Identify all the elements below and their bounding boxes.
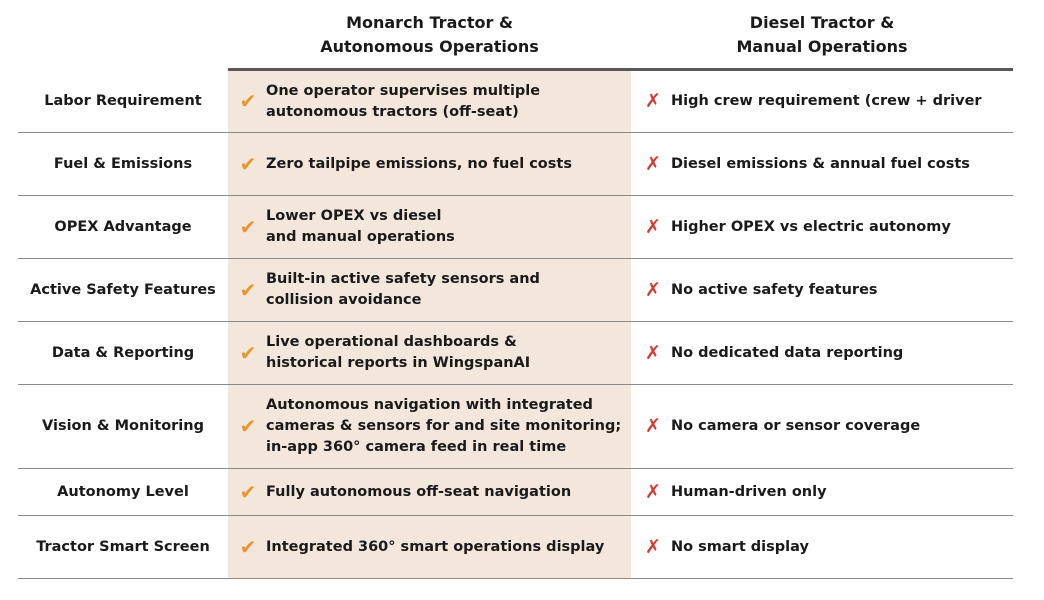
monarch-text: Live operational dashboards & historical… <box>264 332 530 374</box>
diesel-text: No active safety features <box>671 281 878 298</box>
cross-icon: ✗ <box>645 415 661 437</box>
monarch-cell: ✔ Zero tailpipe emissions, no fuel costs <box>228 133 631 195</box>
check-icon: ✔ <box>239 414 257 438</box>
diesel-header-line2: Manual Operations <box>736 37 908 56</box>
check-icon: ✔ <box>239 214 257 239</box>
table-row: OPEX Advantage ✔ Lower OPEX vs diesel an… <box>18 196 1013 259</box>
monarch-text: Autonomous navigation with integrated ca… <box>264 395 621 458</box>
diesel-text: Higher OPEX vs electric autonomy <box>671 218 951 235</box>
table-row: Vision & Monitoring ✔ Autonomous navigat… <box>18 385 1013 469</box>
text-line: Fully autonomous off-seat navigation <box>266 483 572 500</box>
diesel-text: No smart display <box>671 538 809 555</box>
cross-icon: ✗ <box>645 215 661 238</box>
row-label: OPEX Advantage <box>54 218 192 235</box>
text-line: Built-in active safety sensors and <box>266 271 540 287</box>
monarch-text: Built-in active safety sensors and colli… <box>264 269 540 311</box>
text-line: in-app 360° camera feed in real time <box>266 439 567 455</box>
table-row: Tractor Smart Screen ✔ Integrated 360° s… <box>18 516 1013 579</box>
diesel-text: No dedicated data reporting <box>671 344 904 361</box>
text-line: and manual operations <box>266 229 455 245</box>
row-label: Autonomy Level <box>57 483 189 500</box>
text-line: Live operational dashboards & <box>266 334 517 350</box>
diesel-text: Human-driven only <box>671 483 827 500</box>
monarch-text: Integrated 360° smart operations display <box>264 537 604 558</box>
diesel-cell: ✗ Higher OPEX vs electric autonomy <box>631 196 1013 258</box>
text-line: autonomous tractors (off-seat) <box>266 103 519 120</box>
text-line: cameras & sensors for and site monitorin… <box>266 418 622 434</box>
text-line: Autonomous navigation with integrated <box>266 397 593 413</box>
cross-icon: ✗ <box>645 152 661 175</box>
monarch-cell: ✔ Built-in active safety sensors and col… <box>228 259 631 321</box>
monarch-cell: ✔ Fully autonomous off-seat navigation <box>228 469 631 515</box>
table-row: Data & Reporting ✔ Live operational dash… <box>18 322 1013 385</box>
diesel-text: Diesel emissions & annual fuel costs <box>671 155 970 172</box>
monarch-cell: ✔ One operator supervises multiple auton… <box>228 71 631 132</box>
text-line: collision avoidance <box>266 292 422 308</box>
cross-icon: ✗ <box>645 341 661 364</box>
diesel-cell: ✗ Diesel emissions & annual fuel costs <box>631 133 1013 195</box>
monarch-text: Fully autonomous off-seat navigation <box>264 482 571 503</box>
monarch-column-header: Monarch Tractor & Autonomous Operations <box>228 10 631 60</box>
row-label: Active Safety Features <box>30 281 216 298</box>
text-line: Zero tailpipe emissions, no fuel costs <box>266 155 572 172</box>
diesel-cell: ✗ Human-driven only <box>631 469 1013 515</box>
row-label: Labor Requirement <box>44 93 202 109</box>
text-line: historical reports in WingspanAI <box>266 355 531 371</box>
check-icon: ✔ <box>239 340 257 365</box>
check-icon: ✔ <box>239 151 257 176</box>
monarch-text: One operator supervises multiple autonom… <box>264 81 540 123</box>
check-icon: ✔ <box>239 89 257 113</box>
diesel-cell: ✗ No dedicated data reporting <box>631 322 1013 384</box>
text-line: Lower OPEX vs diesel <box>266 208 442 224</box>
diesel-cell: ✗ No camera or sensor coverage <box>631 385 1013 468</box>
diesel-header-line1: Diesel Tractor & <box>749 13 895 32</box>
diesel-cell: ✗ No smart display <box>631 516 1013 578</box>
monarch-header-line1: Monarch Tractor & <box>346 13 513 32</box>
table-row: Fuel & Emissions ✔ Zero tailpipe emissio… <box>18 133 1013 196</box>
monarch-cell: ✔ Integrated 360° smart operations displ… <box>228 516 631 578</box>
row-label: Fuel & Emissions <box>53 155 193 172</box>
monarch-cell: ✔ Lower OPEX vs diesel and manual operat… <box>228 196 631 258</box>
table-row: Autonomy Level ✔ Fully autonomous off-se… <box>18 469 1013 516</box>
text-line: One operator supervises multiple <box>266 82 541 99</box>
row-label: Tractor Smart Screen <box>36 538 210 555</box>
table-row: Labor Requirement ✔ One operator supervi… <box>18 71 1013 133</box>
diesel-cell: ✗ No active safety features <box>631 259 1013 321</box>
monarch-cell: ✔ Autonomous navigation with integrated … <box>228 385 631 468</box>
cross-icon: ✗ <box>645 278 661 301</box>
check-icon: ✔ <box>239 534 257 559</box>
row-label: Vision & Monitoring <box>42 418 204 434</box>
cross-icon: ✗ <box>645 535 661 558</box>
cross-icon: ✗ <box>645 480 661 503</box>
diesel-text: High crew requirement (crew + driver <box>671 93 982 109</box>
check-icon: ✔ <box>239 479 257 504</box>
monarch-cell: ✔ Live operational dashboards & historic… <box>228 322 631 384</box>
cross-icon: ✗ <box>645 90 661 112</box>
diesel-text: No camera or sensor coverage <box>671 418 921 434</box>
monarch-text: Lower OPEX vs diesel and manual operatio… <box>264 206 455 248</box>
monarch-text: Zero tailpipe emissions, no fuel costs <box>264 154 572 175</box>
table-row: Active Safety Features ✔ Built-in active… <box>18 259 1013 322</box>
text-line: Integrated 360° smart operations display <box>266 538 605 555</box>
diesel-column-header: Diesel Tractor & Manual Operations <box>631 10 1013 60</box>
row-label: Data & Reporting <box>51 344 195 361</box>
header-divider <box>228 68 1013 71</box>
monarch-header-line2: Autonomous Operations <box>320 37 539 56</box>
diesel-cell: ✗ High crew requirement (crew + driver <box>631 71 1013 132</box>
comparison-table: Labor Requirement ✔ One operator supervi… <box>18 68 1013 579</box>
check-icon: ✔ <box>239 277 257 302</box>
